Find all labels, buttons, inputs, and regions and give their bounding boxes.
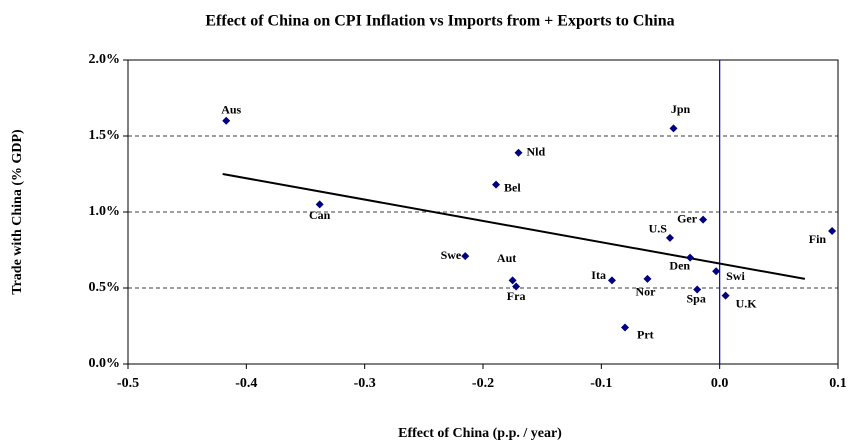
x-tick-label: -0.3 [354,376,376,391]
y-tick-label: 0.5% [89,280,121,295]
x-tick-label: -0.2 [472,376,494,391]
x-tick-label: -0.4 [235,376,257,391]
point-label: Den [669,258,690,272]
point [643,274,652,283]
point [828,227,837,235]
point-label: Prt [637,327,654,341]
point-label: U.S [649,222,668,236]
y-tick-label: 2.0% [89,52,121,67]
point-label: Aus [221,103,241,117]
point [669,124,678,133]
point [492,180,501,189]
point [514,148,523,157]
point [222,116,231,125]
point-label: Swi [726,269,745,283]
point-label: U.K [736,296,758,310]
x-tick-label: 0.0 [711,376,729,391]
point-label: Ita [591,268,606,282]
y-tick-label: 1.0% [89,204,121,219]
y-axis-title: Trade with China (% GDP) [10,129,25,295]
point [712,267,721,276]
point [607,276,616,285]
y-tick-label: 1.5% [89,128,121,143]
point [721,291,730,300]
point-label: Spa [687,291,706,305]
trend-line [222,173,806,280]
point-label: Nld [527,144,546,158]
point-label: Ger [677,211,698,225]
point-label: Nor [635,285,656,299]
point-label: Jpn [671,102,691,116]
point [315,200,324,209]
point [461,252,470,261]
point-label: Swe [441,248,462,262]
x-tick-label: -0.1 [590,376,612,391]
point [508,276,517,285]
x-tick-label: -0.5 [117,376,139,391]
chart-title: Effect of China on CPI Inflation vs Impo… [205,13,674,30]
y-tick-label: 0.0% [89,356,121,371]
point [699,215,708,224]
point-label: Fra [507,289,526,303]
point [686,253,695,262]
point-label: Fin [809,232,827,246]
point [512,282,521,291]
point-label: Bel [504,180,521,194]
point-label: Aut [497,251,516,265]
point [693,285,702,294]
point-label: Can [309,208,331,222]
x-axis-title: Effect of China (p.p. / year) [398,426,562,441]
point [621,323,629,332]
x-tick-label: 0.1 [829,376,847,391]
point [665,233,674,242]
